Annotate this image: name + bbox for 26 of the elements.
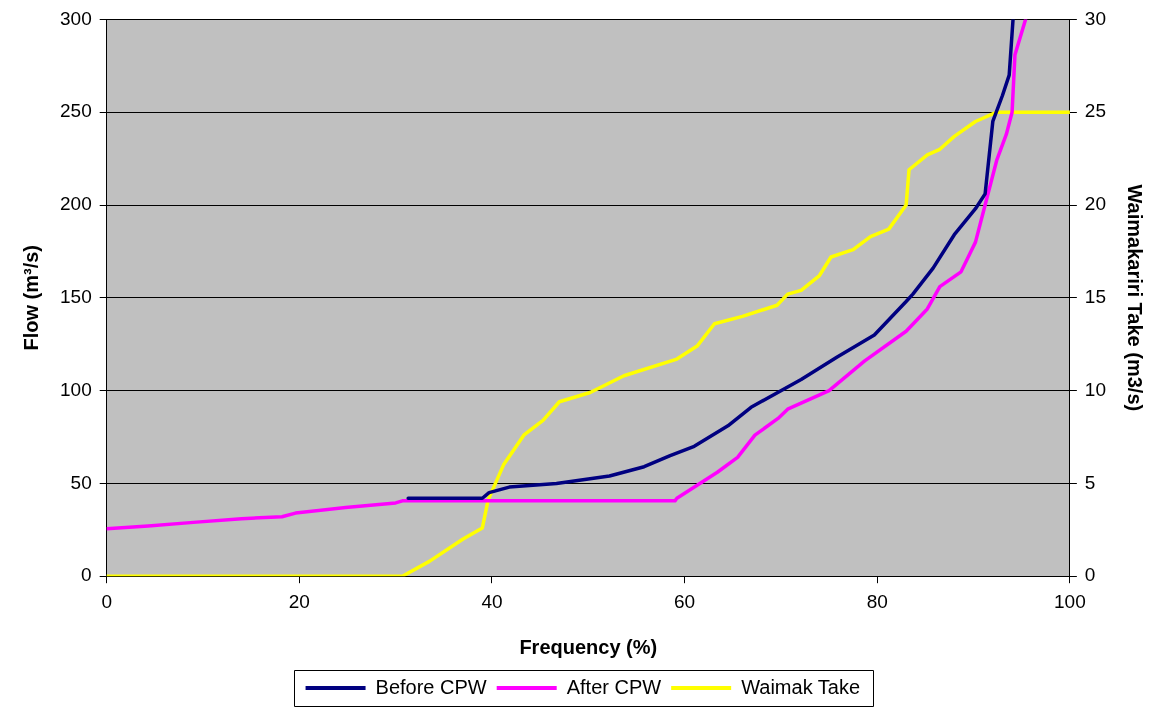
legend-label: Waimak Take <box>741 675 861 698</box>
legend-label: Before CPW <box>375 675 487 698</box>
y-tick-label: 200 <box>60 193 92 215</box>
x-tick-label: 100 <box>1054 590 1086 612</box>
y2-tick-label: 0 <box>1084 564 1096 586</box>
y-tick-label: 150 <box>60 286 92 308</box>
x-tick-label: 60 <box>674 590 696 612</box>
x-axis-title: Frequency (%) <box>519 635 658 658</box>
y-tick-label: 100 <box>60 378 92 400</box>
y-tick-label: 50 <box>70 471 92 493</box>
x-tick-label: 20 <box>288 590 310 612</box>
y-tick-label: 250 <box>60 100 92 122</box>
y2-tick-label: 30 <box>1084 7 1107 29</box>
y-axis-title: Flow (m³/s) <box>19 245 42 351</box>
y-tick-label: 0 <box>81 564 92 586</box>
y2-tick-label: 5 <box>1084 471 1096 493</box>
x-tick-label: 0 <box>101 590 112 612</box>
legend-label: After CPW <box>566 675 662 698</box>
y2-tick-label: 15 <box>1084 286 1107 308</box>
y2-tick-label: 10 <box>1084 378 1107 400</box>
y2-tick-label: 25 <box>1084 100 1107 122</box>
x-tick-label: 40 <box>481 590 503 612</box>
y2-axis-title: Waimakariri Take (m3/s) <box>1124 184 1147 412</box>
y-tick-label: 300 <box>60 7 92 29</box>
x-tick-label: 80 <box>866 590 888 612</box>
y2-tick-label: 20 <box>1084 193 1107 215</box>
